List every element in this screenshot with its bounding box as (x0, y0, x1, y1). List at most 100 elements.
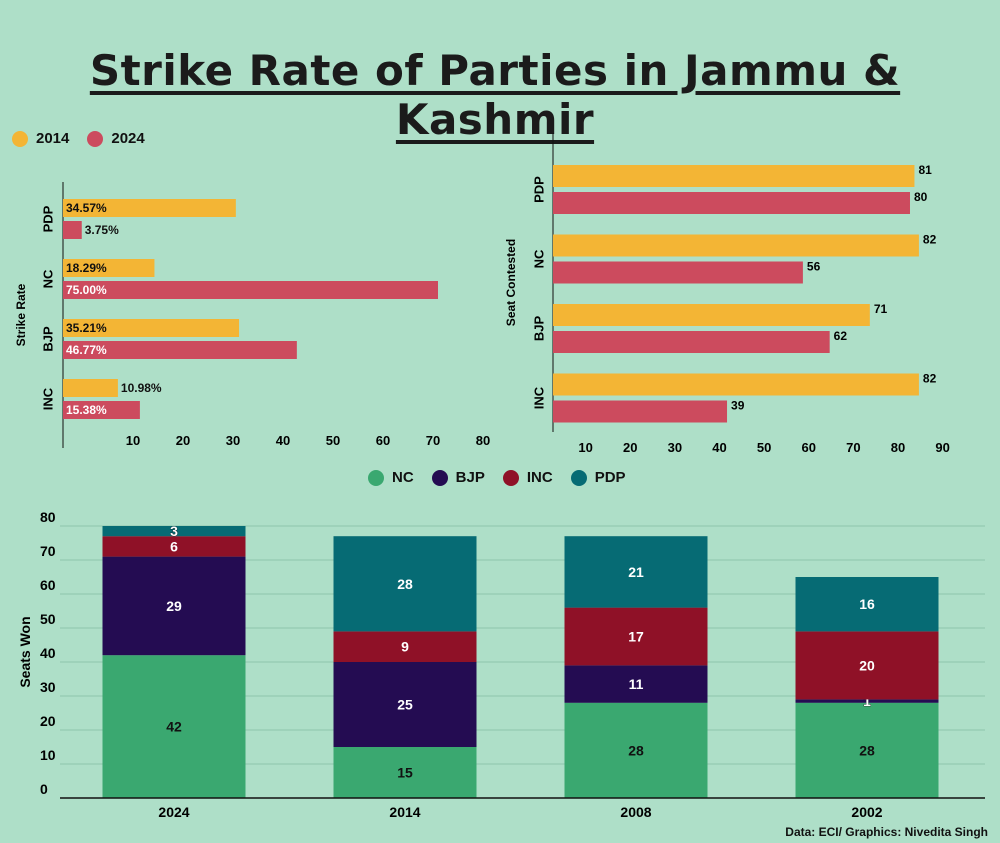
data-label-nc-2024: 75.00% (66, 283, 107, 297)
bar-segment-2014-nc (333, 747, 477, 798)
legend-parties: NC BJP INC PDP (368, 469, 644, 486)
x-tick-label: 90 (935, 440, 949, 455)
data-label-inc-2014: 82 (923, 372, 937, 386)
data-label-inc-2024: 15.38% (66, 403, 107, 417)
bar-segment-2002-nc (795, 702, 939, 798)
legend-item-2014: 2014 (12, 130, 69, 147)
bar-segment-2008-inc (564, 607, 708, 666)
segment-label-2008-inc: 17 (628, 629, 644, 645)
legend-item-inc: INC (502, 469, 553, 486)
y-tick-label: 50 (40, 611, 56, 627)
x-tick-label-2014: 2014 (389, 804, 420, 820)
x-tick-label: 70 (426, 433, 440, 448)
category-label-nc: NC (532, 249, 547, 268)
y-axis-label: Strike Rate (14, 283, 28, 346)
segment-label-2008-bjp: 11 (629, 676, 644, 692)
x-tick-label-2024: 2024 (158, 804, 189, 820)
bar-segment-2024-inc (102, 536, 246, 557)
legend-swatch-2014 (12, 130, 28, 147)
segment-label-2008-nc: 28 (628, 742, 644, 758)
segment-label-2002-inc: 20 (859, 657, 875, 673)
credit-text: Data: ECI/ Graphics: Nivedita Singh (785, 825, 988, 839)
legend-label-inc: INC (526, 469, 553, 486)
category-label-bjp: BJP (532, 316, 547, 342)
bar-nc-2014 (553, 234, 919, 257)
x-tick-label: 80 (476, 433, 490, 448)
x-tick-label: 30 (226, 433, 240, 448)
bar-inc-2024 (63, 401, 140, 419)
data-label-bjp-2024: 46.77% (66, 343, 107, 357)
y-axis-label: Seats Won (17, 616, 33, 687)
category-label-pdp: PDP (41, 205, 56, 232)
bar-nc-2024 (63, 281, 438, 299)
legend-swatch-bjp (431, 469, 448, 486)
data-label-nc-2014: 82 (923, 233, 937, 247)
bar-segment-2024-bjp (102, 556, 246, 656)
bar-segment-2014-inc (333, 631, 477, 662)
segment-label-2002-nc: 28 (859, 742, 875, 758)
x-tick-label: 80 (891, 440, 905, 455)
bar-segment-2024-pdp (102, 526, 246, 537)
legend-item-pdp: PDP (570, 469, 626, 486)
bar-segment-2002-bjp (795, 699, 939, 703)
legend-item-bjp: BJP (431, 469, 485, 486)
bar-bjp-2014 (63, 319, 240, 337)
category-label-pdp: PDP (532, 176, 547, 203)
x-tick-label-2002: 2002 (851, 804, 882, 820)
segment-label-2024-inc: 6 (170, 538, 178, 554)
segment-label-2008-pdp: 21 (628, 564, 644, 580)
segment-label-2024-nc: 42 (166, 719, 182, 735)
legend-item-2024: 2024 (87, 130, 145, 147)
y-axis-label: Seat Contested (504, 239, 518, 326)
legend-label-pdp: PDP (594, 469, 626, 486)
legend-label-nc: NC (392, 469, 414, 486)
x-tick-label: 10 (126, 433, 140, 448)
bar-segment-2014-bjp (333, 662, 477, 747)
bar-pdp-2014 (553, 165, 915, 187)
y-tick-label: 60 (40, 577, 56, 593)
y-tick-label: 70 (40, 543, 56, 559)
y-tick-label: 20 (40, 713, 56, 729)
data-label-pdp-2024: 80 (914, 190, 928, 204)
bar-segment-2002-inc (795, 631, 939, 700)
legend-swatch-nc (368, 469, 384, 486)
category-label-nc: NC (41, 269, 56, 288)
segment-label-2014-bjp: 25 (397, 697, 413, 713)
bar-segment-2002-pdp (795, 577, 939, 632)
page-title: Strike Rate of Parties in Jammu & Kashmi… (89, 46, 901, 144)
x-tick-label: 60 (376, 433, 390, 448)
bar-bjp-2014 (553, 304, 870, 326)
x-tick-label: 50 (326, 433, 340, 448)
y-tick-label: 80 (40, 509, 56, 525)
data-label-inc-2024: 39 (731, 399, 745, 413)
bar-pdp-2024 (63, 221, 82, 239)
data-label-bjp-2014: 71 (874, 302, 888, 316)
bar-segment-2014-pdp (333, 536, 477, 632)
legend-swatch-pdp (570, 469, 587, 486)
category-label-bjp: BJP (41, 326, 56, 352)
bar-inc-2014 (63, 379, 118, 397)
segment-label-2014-nc: 15 (397, 765, 413, 781)
data-label-pdp-2014: 81 (918, 163, 932, 177)
segment-label-2014-inc: 9 (401, 639, 409, 655)
x-tick-label: 20 (176, 433, 190, 448)
x-tick-label: 40 (712, 440, 726, 455)
legend-years: 2014 2024 (12, 130, 163, 147)
y-tick-label: 30 (40, 679, 56, 695)
segment-label-2024-bjp: 29 (166, 598, 182, 614)
bar-pdp-2024 (553, 192, 910, 214)
x-tick-label: 60 (802, 440, 816, 455)
bar-bjp-2024 (63, 341, 297, 359)
data-label-bjp-2024: 62 (834, 329, 848, 343)
x-tick-label: 10 (578, 440, 592, 455)
bar-bjp-2024 (553, 331, 830, 353)
data-label-nc-2024: 56 (807, 260, 821, 274)
x-tick-label: 70 (846, 440, 860, 455)
x-tick-label-2008: 2008 (620, 804, 651, 820)
data-label-bjp-2014: 35.21% (66, 321, 107, 335)
bar-nc-2024 (553, 261, 803, 284)
legend-swatch-inc (502, 469, 519, 486)
